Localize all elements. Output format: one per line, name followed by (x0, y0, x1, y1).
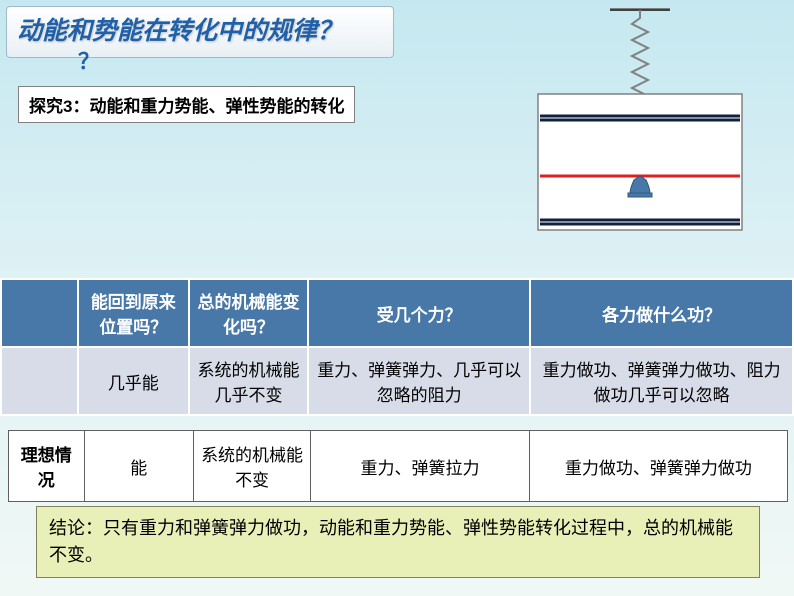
title-question-mark: ？ (78, 44, 100, 76)
spring-diagram (522, 8, 752, 238)
ideal-table: 理想情况 能 系统的机械能不变 重力、弹簧拉力 重力做功、弹簧弹力做功 (8, 430, 788, 502)
table-cell: 重力、弹簧拉力 (311, 431, 530, 502)
table-cell: 几乎能 (78, 347, 189, 415)
table-row: 几乎能 系统的机械能几乎不变 重力、弹簧弹力、几乎可以忽略的阻力 重力做功、弹簧… (1, 347, 793, 415)
table-cell: 系统的机械能不变 (193, 431, 310, 502)
main-table: 能回到原来位置吗？ 总的机械能变化吗？ 受几个力？ 各力做什么功？ 几乎能 系统… (0, 278, 794, 416)
table-row: 理想情况 能 系统的机械能不变 重力、弹簧拉力 重力做功、弹簧弹力做功 (9, 431, 788, 502)
data-table-container: 能回到原来位置吗？ 总的机械能变化吗？ 受几个力？ 各力做什么功？ 几乎能 系统… (0, 278, 794, 502)
table-header-blank (1, 279, 78, 347)
subtitle-box: 探究3：动能和重力势能、弹性势能的转化 (18, 86, 355, 123)
table-header-work: 各力做什么功？ (530, 279, 793, 347)
table-cell: 重力、弹簧弹力、几乎可以忽略的阻力 (308, 347, 530, 415)
table-cell: 重力做功、弹簧弹力做功、阻力做功几乎可以忽略 (530, 347, 793, 415)
conclusion-box: 结论：只有重力和弹簧弹力做功，动能和重力势能、弹性势能转化过程中，总的机械能不变… (36, 506, 760, 578)
page-title: 动能和势能在转化中的规律？ (17, 11, 383, 47)
table-cell (1, 347, 78, 415)
ideal-label: 理想情况 (9, 431, 85, 502)
title-box: 动能和势能在转化中的规律？ (6, 6, 394, 58)
table-cell: 重力做功、弹簧弹力做功 (529, 431, 787, 502)
table-cell: 能 (84, 431, 193, 502)
table-header-forces: 受几个力？ (308, 279, 530, 347)
table-header-energy: 总的机械能变化吗？ (189, 279, 308, 347)
table-cell: 系统的机械能几乎不变 (189, 347, 308, 415)
table-header-return: 能回到原来位置吗？ (78, 279, 189, 347)
